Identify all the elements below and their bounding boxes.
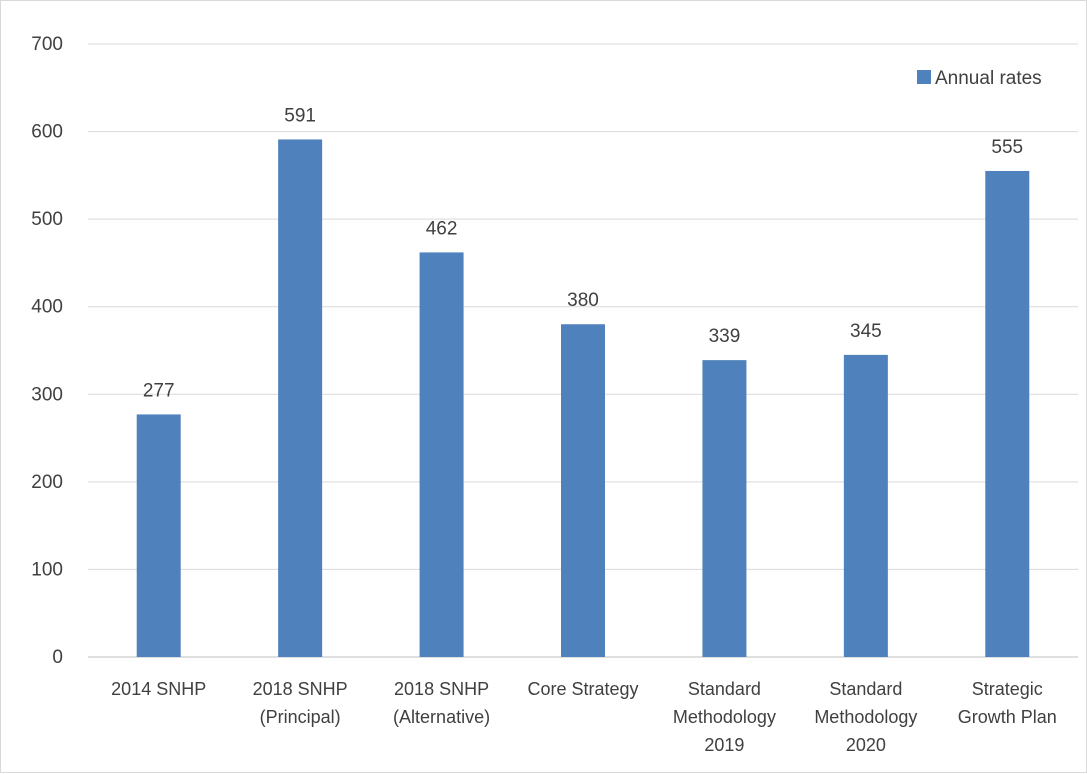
y-tick-label: 700 bbox=[31, 34, 63, 55]
x-tick-label: Core Strategy bbox=[527, 679, 638, 699]
x-tick-label: Standard Methodology 2020 bbox=[814, 679, 917, 755]
bar bbox=[985, 170, 1030, 657]
y-tick-label: 200 bbox=[31, 472, 63, 493]
data-label: 345 bbox=[850, 321, 882, 342]
data-label: 380 bbox=[567, 290, 599, 311]
bar bbox=[561, 324, 605, 657]
bar bbox=[278, 139, 323, 657]
y-tick-label: 500 bbox=[31, 209, 63, 230]
bar bbox=[419, 252, 464, 658]
data-label: 462 bbox=[426, 218, 458, 239]
y-tick-label: 400 bbox=[31, 297, 63, 318]
legend-swatch bbox=[917, 70, 931, 84]
bar bbox=[136, 414, 181, 657]
y-tick-label: 100 bbox=[31, 559, 63, 580]
legend: Annual rates bbox=[917, 68, 1042, 89]
y-tick-label: 600 bbox=[31, 122, 63, 143]
y-tick-label: 300 bbox=[31, 384, 63, 405]
data-label: 555 bbox=[991, 137, 1023, 158]
x-tick-label: 2018 SNHP (Alternative) bbox=[393, 679, 490, 727]
data-label: 339 bbox=[709, 326, 741, 347]
legend-label: Annual rates bbox=[935, 68, 1042, 89]
x-tick-label: Standard Methodology 2019 bbox=[673, 679, 776, 755]
y-tick-label: 0 bbox=[52, 647, 63, 668]
bar bbox=[702, 360, 747, 657]
x-tick-label: Strategic Growth Plan bbox=[958, 679, 1057, 727]
data-label: 591 bbox=[284, 105, 316, 126]
x-tick-label: 2014 SNHP bbox=[111, 679, 206, 699]
x-tick-label: 2018 SNHP (Principal) bbox=[253, 679, 348, 727]
bar bbox=[843, 354, 888, 657]
data-label: 277 bbox=[143, 380, 175, 401]
